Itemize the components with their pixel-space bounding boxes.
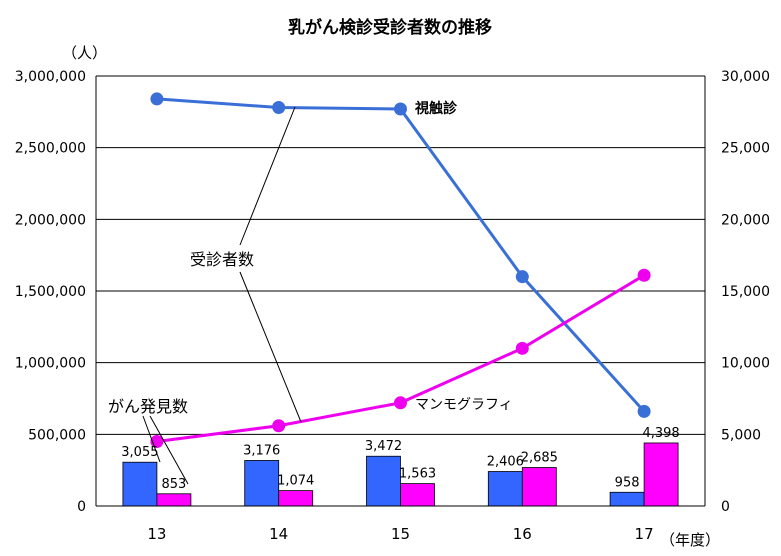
bar-data-label: 853 [161, 477, 186, 492]
bar-data-label: 3,055 [121, 445, 158, 460]
series-point [515, 270, 529, 284]
bar [244, 460, 280, 507]
bar-data-label: 1,563 [399, 467, 436, 482]
line-group [150, 92, 651, 448]
chart-title: 乳がん検診受診者数の推移 [288, 17, 492, 38]
line-series-label-mammography: マンモグラフィ [415, 397, 513, 413]
annotation-gan-hakken: がん発見数 [108, 397, 188, 416]
left-axis-unit: （人） [62, 44, 107, 62]
bar-data-label: 3,472 [365, 439, 402, 454]
annotation-jushinsha: 受診者数 [190, 250, 254, 269]
y-tick-label-left: 3,000,000 [15, 69, 86, 85]
bar [521, 467, 557, 507]
series-point [637, 404, 651, 418]
y-tick-label-right: 30,000 [721, 69, 770, 85]
line-series-label-shishokushin: 視触診 [414, 100, 458, 117]
y-tick-label-right: 15,000 [721, 284, 770, 300]
y-tick-label-left: 2,000,000 [15, 212, 86, 228]
x-tick-label: 13 [147, 525, 166, 543]
bar [122, 461, 158, 507]
x-tick-label: 16 [513, 525, 532, 543]
bar-data-label: 2,406 [487, 455, 524, 470]
bar-data-label: 2,685 [521, 451, 558, 466]
y-tick-label-left: 500,000 [28, 427, 86, 443]
x-tick-label: 17 [635, 525, 654, 543]
y-tick-label-left: 1,000,000 [15, 356, 86, 372]
series-point [150, 92, 164, 106]
series-point [272, 101, 286, 115]
y-tick-label-left: 0 [77, 499, 86, 515]
axes: 0 0 500,000 5,000 1,000,000 10,000 1,500,000 15… [15, 69, 770, 543]
gridlines [96, 75, 705, 435]
y-tick-label-right: 20,000 [721, 212, 770, 228]
y-tick-label-right: 25,000 [721, 141, 770, 157]
bar [366, 455, 401, 507]
series-line [156, 273, 645, 443]
series-point [515, 341, 529, 355]
bar [278, 490, 314, 507]
bar-data-label: 3,176 [243, 443, 280, 458]
x-tick-label: 14 [269, 525, 288, 543]
y-tick-label-left: 2,500,000 [15, 141, 86, 157]
bar [487, 471, 523, 507]
bar-data-label: 4,398 [642, 426, 679, 441]
y-tick-label-right: 0 [721, 499, 730, 515]
annotations: 視触診 マンモグラフィ 受診者数 がん発見数 [108, 100, 513, 485]
series-point [394, 102, 407, 116]
bar [643, 442, 679, 507]
leader-line-1 [239, 106, 296, 246]
series-point [637, 268, 651, 282]
series-point [394, 396, 407, 410]
bar [156, 493, 192, 507]
data-labels: 3,055 3,176 3,472 2,406 958 853 1,074 1,563 2,68… [121, 426, 679, 492]
bar-data-label: 958 [615, 475, 640, 490]
bar-group [122, 442, 679, 507]
x-tick-label: 15 [391, 525, 410, 543]
bar [609, 491, 645, 507]
y-tick-label-right: 5,000 [721, 427, 761, 443]
y-tick-label-right: 10,000 [721, 356, 770, 372]
y-tick-label-left: 1,500,000 [15, 284, 86, 300]
series-point [272, 419, 286, 433]
leader-line-3 [142, 415, 161, 463]
bar-data-label: 1,074 [277, 474, 314, 489]
leader-line-4 [149, 415, 189, 485]
bar [400, 483, 435, 507]
leader-line-2 [239, 271, 302, 423]
x-unit-label: （年度） [660, 531, 720, 549]
